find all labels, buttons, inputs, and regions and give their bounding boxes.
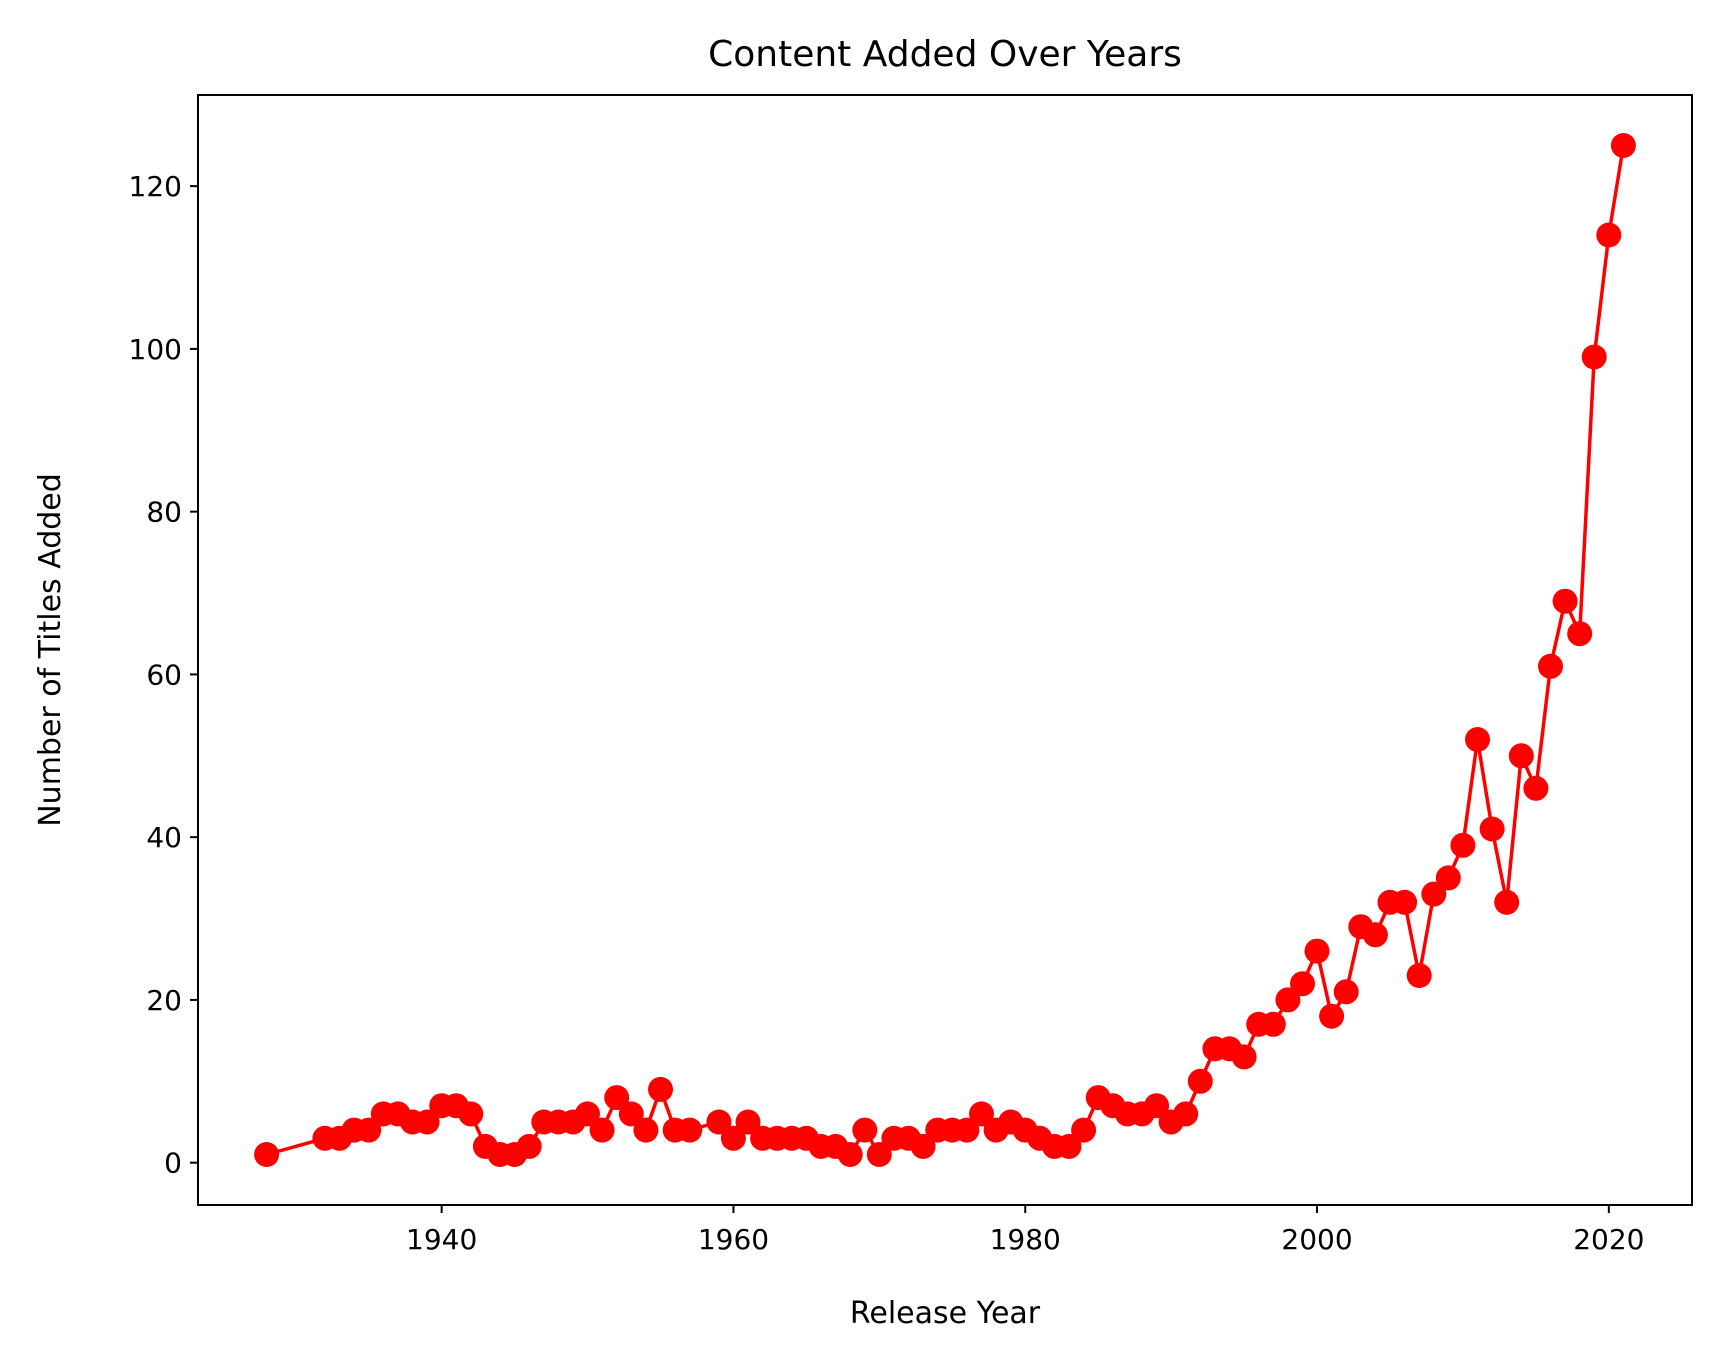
data-point bbox=[1581, 344, 1607, 370]
data-point bbox=[1333, 979, 1359, 1005]
x-tick-label: 1960 bbox=[698, 1223, 769, 1256]
data-point bbox=[1465, 727, 1490, 752]
x-tick-label: 1940 bbox=[406, 1223, 477, 1256]
data-point bbox=[852, 1117, 878, 1143]
data-point bbox=[1275, 987, 1301, 1013]
data-point bbox=[604, 1085, 630, 1111]
chart-title: Content Added Over Years bbox=[708, 34, 1182, 75]
data-point bbox=[1596, 222, 1622, 248]
y-tick-label: 0 bbox=[164, 1147, 182, 1180]
data-point bbox=[1567, 621, 1593, 647]
data-point bbox=[648, 1076, 673, 1102]
x-tick-label: 1980 bbox=[990, 1223, 1061, 1256]
data-point bbox=[1304, 938, 1330, 964]
data-point bbox=[1523, 775, 1549, 801]
data-point bbox=[954, 1117, 980, 1143]
data-point bbox=[458, 1101, 484, 1127]
y-axis: 0 20 40 60 80 100 120 bbox=[129, 170, 198, 1180]
data-point bbox=[866, 1142, 892, 1167]
data-point bbox=[1290, 971, 1315, 997]
data-point bbox=[1056, 1133, 1082, 1159]
data-point bbox=[1231, 1044, 1257, 1070]
plot-area bbox=[254, 133, 1636, 1167]
data-point bbox=[414, 1109, 440, 1135]
data-point bbox=[575, 1101, 600, 1127]
data-point bbox=[1362, 922, 1388, 948]
data-point bbox=[1494, 889, 1520, 915]
data-point bbox=[1144, 1093, 1170, 1119]
data-point bbox=[1173, 1101, 1199, 1127]
data-point bbox=[254, 1142, 280, 1167]
data-point bbox=[910, 1133, 936, 1159]
data-point bbox=[1508, 743, 1534, 769]
data-point bbox=[1538, 653, 1563, 679]
y-axis-label: Number of Titles Added bbox=[33, 473, 68, 827]
data-point bbox=[1479, 816, 1505, 842]
data-point bbox=[677, 1117, 703, 1143]
y-tick-label: 40 bbox=[146, 821, 182, 854]
x-tick-label: 2000 bbox=[1281, 1223, 1352, 1256]
data-point bbox=[356, 1117, 382, 1143]
data-point bbox=[1610, 133, 1636, 158]
data-point bbox=[618, 1101, 644, 1127]
y-tick-label: 20 bbox=[146, 984, 182, 1017]
data-point bbox=[1435, 865, 1461, 891]
data-point bbox=[969, 1101, 994, 1127]
y-tick-label: 120 bbox=[129, 170, 182, 203]
x-axis-label: Release Year bbox=[850, 1296, 1041, 1331]
data-point bbox=[735, 1109, 761, 1135]
data-point bbox=[1392, 889, 1418, 915]
data-point bbox=[516, 1133, 542, 1159]
data-point bbox=[706, 1109, 732, 1135]
data-point bbox=[1421, 881, 1447, 907]
data-point bbox=[837, 1142, 863, 1167]
data-point bbox=[1319, 1003, 1345, 1029]
data-point bbox=[1552, 588, 1578, 614]
data-point bbox=[1187, 1068, 1213, 1094]
y-tick-label: 100 bbox=[129, 333, 182, 366]
y-tick-label: 80 bbox=[146, 496, 182, 529]
data-point bbox=[1406, 963, 1432, 988]
data-point bbox=[1450, 832, 1476, 858]
x-tick-label: 2020 bbox=[1573, 1223, 1644, 1256]
data-point bbox=[1071, 1117, 1097, 1143]
data-point bbox=[589, 1117, 615, 1143]
y-tick-label: 60 bbox=[146, 658, 182, 691]
data-point bbox=[1260, 1011, 1286, 1037]
x-axis: 1940 1960 1980 2000 2020 bbox=[406, 1205, 1644, 1256]
data-point bbox=[633, 1117, 659, 1143]
data-point bbox=[720, 1125, 746, 1151]
plot-frame bbox=[197, 94, 1693, 1206]
